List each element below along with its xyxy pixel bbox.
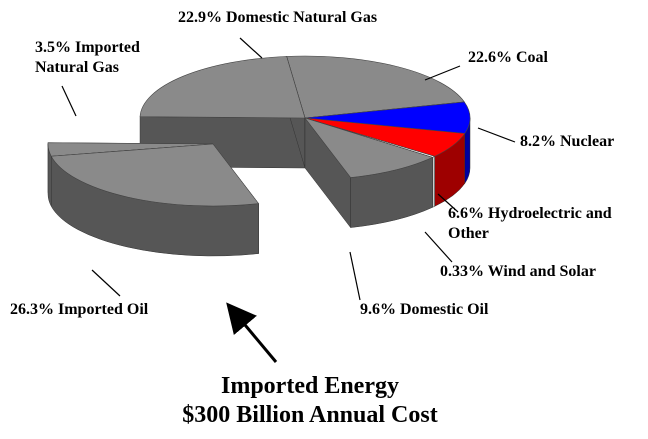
leader-line: [424, 231, 453, 263]
value-label: 0.33%: [440, 263, 484, 280]
value-label: 6.6%: [448, 205, 484, 222]
value-label: 8.2%: [520, 133, 556, 150]
category-label: Domestic Oil: [400, 301, 489, 318]
slice-label: 22.9% Domestic Natural Gas: [178, 8, 478, 28]
slice-side: [432, 155, 435, 208]
slice: [139, 56, 306, 119]
slice-label: 0.33% Wind and Solar: [440, 262, 640, 282]
slice: [286, 55, 465, 119]
slice-label: 26.3% Imported Oil: [10, 300, 210, 320]
slice: [304, 117, 434, 178]
slice-label: 6.6% Hydroelectric and Other: [448, 204, 618, 244]
slice-label: 8.2% Nuclear: [520, 132, 648, 152]
annotation-line: $300 Billion Annual Cost: [182, 402, 438, 428]
leader-line: [61, 85, 77, 117]
category-label: Imported Oil: [58, 301, 149, 318]
leader-line: [437, 193, 459, 213]
slice-label: 9.6% Domestic Oil: [360, 300, 560, 320]
slice-label: 22.6% Coal: [468, 48, 608, 68]
value-label: 22.6%: [468, 49, 512, 66]
category-label: Nuclear: [560, 133, 615, 150]
arrow: [226, 302, 278, 363]
annotation: Imported Energy $300 Billion Annual Cost: [130, 372, 490, 430]
leader-line: [477, 127, 516, 143]
leader-line: [349, 251, 361, 301]
category-label: Imported Natural Gas: [35, 39, 140, 76]
value-label: 26.3%: [10, 301, 54, 318]
annotation-line: Imported Energy: [221, 373, 399, 399]
value-label: 9.6%: [360, 301, 396, 318]
category-label: Wind and Solar: [487, 263, 596, 280]
slice: [50, 143, 260, 207]
slice-label: 3.5% Imported Natural Gas: [35, 38, 175, 78]
leader-line: [239, 37, 263, 59]
value-label: 22.9%: [178, 9, 222, 26]
leader-line: [91, 269, 121, 297]
category-label: Domestic Natural Gas: [226, 9, 378, 26]
value-label: 3.5%: [35, 39, 71, 56]
category-label: Coal: [516, 49, 548, 66]
leader-line: [424, 65, 461, 81]
category-label: Hydroelectric and Other: [448, 205, 612, 242]
